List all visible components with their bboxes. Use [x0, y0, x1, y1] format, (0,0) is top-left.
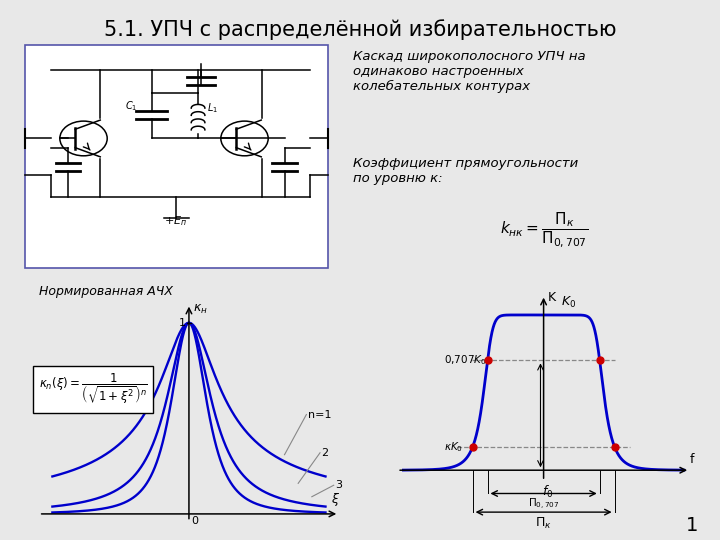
- Text: $k_{нк} = \dfrac{\Pi_{к}}{\Pi_{0,707}}$: $k_{нк} = \dfrac{\Pi_{к}}{\Pi_{0,707}}$: [500, 210, 588, 248]
- Text: 0: 0: [191, 516, 198, 526]
- Text: n=1: n=1: [307, 409, 331, 420]
- Text: Коэффициент прямоугольности
по уровню к:: Коэффициент прямоугольности по уровню к:: [353, 157, 578, 185]
- Text: 1: 1: [179, 318, 186, 328]
- Text: $\xi$: $\xi$: [330, 491, 340, 508]
- Text: 3: 3: [335, 480, 342, 490]
- Text: $f_0$: $f_0$: [541, 484, 553, 500]
- Text: $K_0$: $K_0$: [561, 295, 576, 310]
- Text: $\Pi_{0,707}$: $\Pi_{0,707}$: [528, 497, 559, 512]
- Text: $\kappa_н$: $\kappa_н$: [193, 303, 208, 316]
- Text: $L_1$: $L_1$: [207, 101, 217, 115]
- Text: $\kappa_n(\xi) = \dfrac{1}{\left(\sqrt{1+\xi^2}\right)^n}$: $\kappa_n(\xi) = \dfrac{1}{\left(\sqrt{1…: [39, 372, 148, 407]
- Text: Нормированная АЧХ: Нормированная АЧХ: [39, 285, 173, 298]
- Text: f: f: [689, 453, 694, 465]
- Text: $\Pi_{к}$: $\Pi_{к}$: [535, 516, 552, 531]
- Text: 2: 2: [321, 448, 328, 458]
- Text: K: K: [547, 292, 555, 305]
- Text: $\kappa K_0$: $\kappa K_0$: [444, 440, 463, 454]
- Text: Каскад широкополосного УПЧ на
одинаково настроенных
колебательных контурах: Каскад широкополосного УПЧ на одинаково …: [353, 50, 585, 93]
- Text: $+E_п$: $+E_п$: [164, 214, 187, 228]
- Text: $C_1$: $C_1$: [125, 99, 138, 113]
- Text: 1: 1: [686, 516, 698, 535]
- FancyBboxPatch shape: [24, 45, 328, 268]
- Text: $0{,}707K_0$: $0{,}707K_0$: [444, 354, 487, 367]
- Text: 5.1. УПЧ с распределённой избирательностью: 5.1. УПЧ с распределённой избирательност…: [104, 19, 616, 40]
